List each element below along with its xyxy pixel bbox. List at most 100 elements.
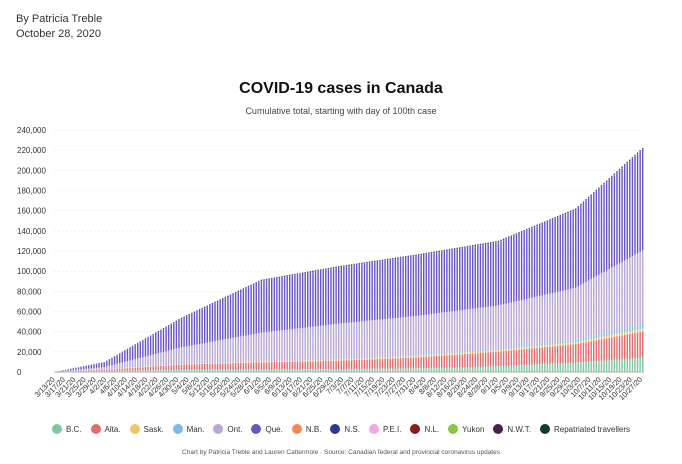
bar-segment <box>242 335 245 362</box>
bar-segment <box>291 329 294 361</box>
bar-segment <box>307 360 309 362</box>
bar-segment <box>603 183 605 185</box>
bar-segment <box>379 368 381 372</box>
bar-segment <box>435 367 438 372</box>
bar-segment <box>314 271 317 327</box>
bar-segment <box>420 357 422 369</box>
bar-segment <box>500 304 502 349</box>
bar-segment <box>100 369 103 371</box>
bar-segment <box>206 305 209 307</box>
bar-segment <box>173 349 175 365</box>
bar-segment <box>526 348 528 365</box>
legend-item: Sask. <box>129 424 164 434</box>
bar-segment <box>505 350 507 366</box>
bar-segment <box>198 364 201 370</box>
bar-segment <box>348 360 350 369</box>
bar-segment <box>435 356 438 368</box>
bar-segment <box>502 304 505 349</box>
bar-segment <box>621 335 623 360</box>
bar-segment <box>108 369 111 371</box>
bar-segment <box>562 345 564 364</box>
bar-segment <box>629 257 631 328</box>
bar-segment <box>160 329 162 331</box>
bar-segment <box>471 245 474 247</box>
bar-segment <box>556 342 559 344</box>
bar-segment <box>345 368 348 372</box>
bar-segment <box>616 171 618 173</box>
bar-segment <box>356 263 358 265</box>
bar-segment <box>265 361 268 363</box>
bar-segment <box>59 370 62 372</box>
bar-segment <box>618 335 621 360</box>
bar-segment <box>242 369 245 372</box>
bar-segment <box>471 350 474 352</box>
bar-segment <box>386 318 389 358</box>
bar-segment <box>299 360 301 362</box>
bar-segment <box>526 230 528 299</box>
bar-segment <box>433 356 435 368</box>
bar-segment <box>575 208 577 210</box>
bar-segment <box>438 252 440 314</box>
bar-segment <box>124 368 126 371</box>
bar-segment <box>461 354 464 368</box>
bar-segment <box>515 346 518 349</box>
bar-segment <box>309 369 312 372</box>
bar-segment <box>577 339 580 342</box>
bar-segment <box>386 260 389 319</box>
bar-segment <box>350 264 353 266</box>
bar-segment <box>247 286 250 288</box>
bar-segment <box>214 363 216 364</box>
bar-segment <box>397 317 399 357</box>
bar-segment <box>129 370 131 372</box>
bar-segment <box>340 267 342 324</box>
bar-segment <box>451 354 453 368</box>
bar-segment <box>572 342 574 345</box>
bar-segment <box>397 358 399 369</box>
bar-segment <box>399 358 402 369</box>
bar-segment <box>626 163 628 260</box>
bar-segment <box>229 338 232 363</box>
bar-segment <box>531 297 533 346</box>
bar-segment <box>513 348 515 351</box>
bar-segment <box>404 368 407 372</box>
bar-segment <box>433 367 435 372</box>
bar-segment <box>631 358 634 372</box>
bar-segment <box>546 221 549 295</box>
bar-segment <box>90 371 93 372</box>
y-tick-label: 60,000 <box>17 308 42 317</box>
bar-segment <box>435 354 438 357</box>
bar-segment <box>544 347 546 364</box>
bar-segment <box>407 357 409 369</box>
bar-segment <box>417 254 420 256</box>
bar-segment <box>420 254 422 256</box>
bar-segment <box>314 326 317 361</box>
bar-segment <box>466 367 469 372</box>
bar-segment <box>255 362 257 370</box>
y-tick-label: 80,000 <box>17 287 42 296</box>
bar-segment <box>147 355 149 367</box>
bar-segment <box>582 203 585 284</box>
bar-segment <box>319 269 322 271</box>
bar-segment <box>474 308 476 351</box>
bar-segment <box>139 357 142 367</box>
bar-segment <box>106 361 108 367</box>
bar-segment <box>415 254 417 256</box>
bar-segment <box>631 333 634 359</box>
bar-segment <box>438 367 440 372</box>
bar-segment <box>139 341 142 343</box>
bar-segment <box>121 362 123 369</box>
bar-segment <box>425 253 427 255</box>
bar-segment <box>417 315 420 356</box>
bar-segment <box>386 358 389 369</box>
bar-segment <box>461 248 464 311</box>
legend-swatch <box>539 424 550 434</box>
bar-segment <box>438 355 440 368</box>
bar-segment <box>224 339 227 363</box>
bar-segment <box>299 328 301 361</box>
bar-segment <box>394 358 397 369</box>
bar-segment <box>319 325 322 361</box>
bar-segment <box>204 306 206 308</box>
bar-segment <box>165 351 167 366</box>
bar-segment <box>142 340 144 358</box>
bar-segment <box>371 262 373 321</box>
